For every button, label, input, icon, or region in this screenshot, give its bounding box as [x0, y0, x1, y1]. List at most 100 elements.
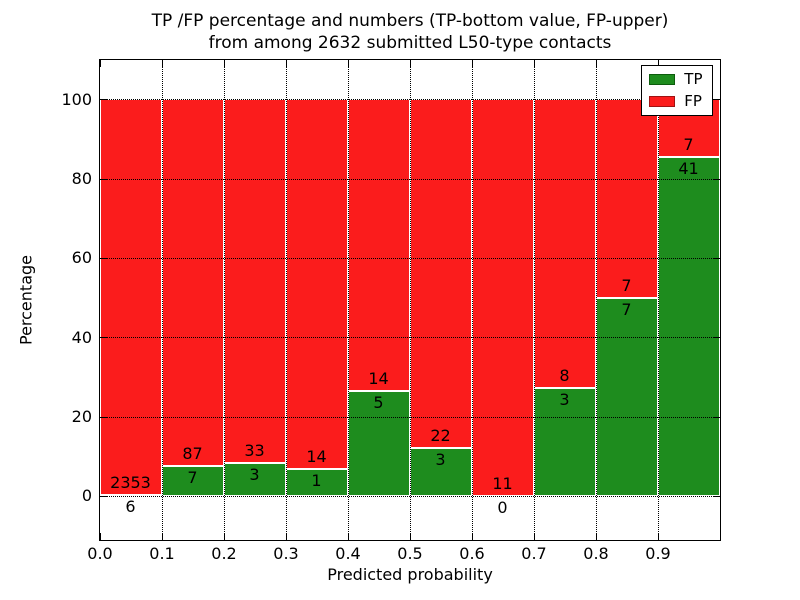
x-tick-mark — [409, 532, 411, 540]
x-tick-label: 0.0 — [87, 544, 113, 563]
y-tick-mark — [712, 416, 720, 418]
tp-legend-label: TP — [684, 69, 703, 88]
x-tick-mark — [657, 59, 659, 67]
x-tick-label: 0.7 — [521, 544, 547, 563]
x-tick-mark — [223, 532, 225, 540]
y-tick-label: 20 — [71, 407, 92, 427]
fp-legend-label: FP — [684, 91, 702, 110]
gridline-vertical — [161, 59, 163, 540]
bar-segment-fp — [595, 99, 658, 298]
bar-segment-tp — [223, 462, 286, 496]
y-tick-label: 80 — [71, 169, 92, 188]
bar-count-label-fp: 14 — [306, 447, 327, 467]
bar-segment-fp — [409, 99, 472, 449]
gridline-vertical — [347, 59, 349, 540]
x-tick-label: 0.6 — [459, 544, 485, 563]
x-tick-mark — [595, 532, 597, 540]
y-tick-mark — [99, 178, 107, 180]
legend-item-tp: TP — [649, 69, 703, 88]
y-tick-mark — [712, 257, 720, 259]
x-tick-label: 0.5 — [397, 544, 423, 563]
y-tick-mark — [99, 257, 107, 259]
x-tick-mark — [409, 59, 411, 67]
x-tick-mark — [347, 59, 349, 67]
gridline-vertical — [595, 59, 597, 540]
bar-count-label-fp: 87 — [182, 444, 203, 464]
chart-title-line2: from among 2632 submitted L50-type conta… — [208, 33, 612, 53]
gridline-vertical — [533, 59, 535, 540]
x-tick-label: 0.1 — [149, 544, 175, 563]
x-tick-mark — [595, 59, 597, 67]
y-tick-mark — [712, 99, 720, 101]
bar-count-label-tp: 3 — [249, 464, 260, 484]
plot-area: TP FP 2353 6 87 7 33 3 14 1 14 5 22 3 11 0 8 3 7 7 7 41 — [98, 58, 721, 541]
y-tick-mark — [99, 337, 107, 339]
x-tick-label: 0.8 — [583, 544, 609, 563]
y-tick-label: 40 — [71, 327, 92, 347]
bar-count-label-tp: 7 — [621, 299, 632, 319]
y-tick-mark — [712, 495, 720, 497]
bar-segment-tp — [657, 157, 720, 496]
x-tick-mark — [99, 59, 101, 67]
bar-segment-tp — [533, 387, 596, 496]
gridline-vertical — [223, 59, 225, 540]
bar-segment-fp — [99, 99, 162, 495]
gridline-vertical — [471, 59, 473, 540]
gridline-vertical — [285, 59, 287, 540]
bar-count-label-tp: 0 — [497, 497, 508, 517]
x-tick-mark — [223, 59, 225, 67]
fp-legend-swatch — [649, 95, 676, 107]
x-tick-mark — [471, 59, 473, 67]
bar-segment-fp — [161, 99, 224, 467]
x-tick-mark — [161, 59, 163, 67]
bar-count-label-tp: 5 — [373, 393, 384, 413]
x-tick-mark — [533, 532, 535, 540]
bar-segment-fp — [533, 99, 596, 388]
y-tick-label: 0 — [81, 486, 92, 506]
gridline-vertical — [409, 59, 411, 540]
bar-segment-tp — [347, 391, 410, 496]
y-tick-mark — [99, 99, 107, 101]
x-tick-mark — [471, 532, 473, 540]
bar-segment-fp — [471, 99, 534, 496]
x-tick-mark — [285, 532, 287, 540]
x-tick-mark — [347, 532, 349, 540]
chart-title-line1: TP /FP percentage and numbers (TP-bottom… — [151, 11, 669, 31]
bar-count-label-tp: 7 — [187, 468, 198, 488]
bar-count-label-tp: 1 — [311, 471, 322, 491]
bar-segment-fp — [223, 99, 286, 463]
bar-count-label-fp: 22 — [430, 426, 451, 446]
legend-item-fp: FP — [649, 91, 702, 110]
bar-count-label-tp: 3 — [435, 450, 446, 470]
y-tick-label: 60 — [71, 248, 92, 268]
x-tick-label: 0.4 — [335, 544, 361, 563]
x-tick-label: 0.3 — [273, 544, 299, 563]
y-tick-mark — [712, 337, 720, 339]
bar-segment-fp — [347, 99, 410, 392]
bar-count-label-fp: 7 — [683, 135, 694, 155]
x-tick-mark — [657, 532, 659, 540]
bar-count-label-tp: 6 — [125, 496, 136, 516]
legend: TP FP — [641, 64, 713, 116]
bar-count-label-fp: 8 — [559, 365, 570, 385]
bar-count-label-fp: 14 — [368, 369, 389, 389]
x-tick-label: 0.9 — [645, 544, 671, 563]
y-tick-mark — [99, 416, 107, 418]
bar-count-label-fp: 7 — [621, 275, 632, 295]
y-axis-label: Percentage — [16, 254, 36, 346]
y-tick-mark — [712, 178, 720, 180]
gridline-vertical — [657, 59, 659, 540]
bar-count-label-fp: 2353 — [110, 472, 151, 492]
y-tick-label: 100 — [61, 89, 92, 109]
y-tick-mark — [99, 495, 107, 497]
x-axis-label: Predicted probability — [327, 565, 493, 584]
bar-count-label-tp: 41 — [678, 159, 699, 179]
x-tick-mark — [161, 532, 163, 540]
bar-segment-fp — [285, 99, 348, 470]
bar-count-label-fp: 33 — [244, 440, 265, 460]
x-tick-mark — [99, 532, 101, 540]
x-tick-mark — [533, 59, 535, 67]
tp-legend-swatch — [649, 73, 676, 85]
x-tick-label: 0.2 — [211, 544, 237, 563]
